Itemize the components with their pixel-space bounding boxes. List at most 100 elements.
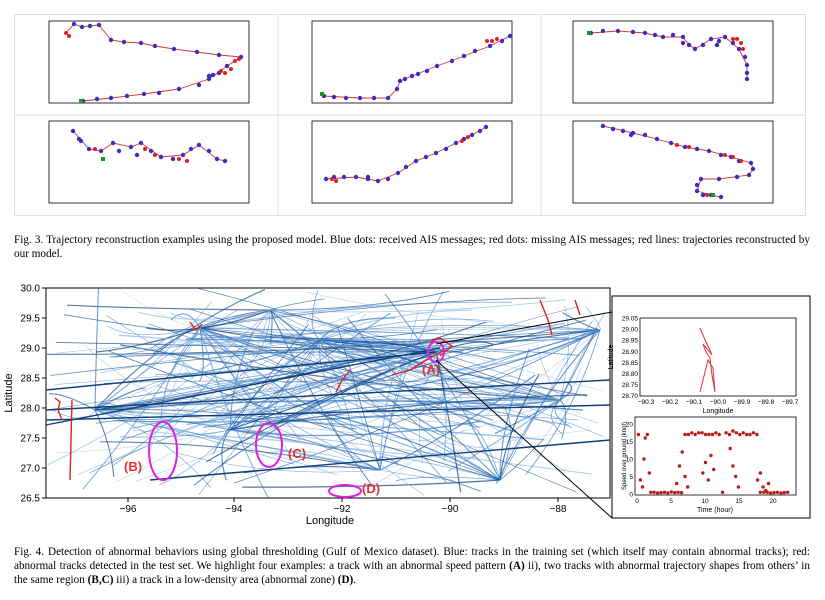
speed-point [744, 432, 749, 437]
speed-point [731, 464, 735, 468]
figure-3-grid [14, 14, 806, 216]
received-dot [323, 176, 329, 182]
training-track [199, 327, 327, 430]
training-track [379, 469, 454, 481]
training-track [378, 374, 501, 481]
training-track [94, 364, 350, 411]
training-track [242, 479, 501, 488]
received-dot [714, 42, 720, 48]
received-dot [365, 174, 371, 180]
received-dot [700, 42, 706, 48]
received-dot [744, 70, 750, 76]
received-dot [385, 95, 391, 101]
training-track [171, 360, 501, 481]
received-dot [158, 154, 164, 160]
received-dot [483, 124, 489, 130]
speed-point [677, 464, 682, 468]
zoom-line-top [435, 311, 613, 345]
received-dot [744, 76, 750, 82]
training-track [54, 329, 601, 385]
received-dot [449, 58, 455, 64]
inset-track-x-tick: −90.3 [638, 399, 655, 406]
y-tick-label: 30.0 [21, 284, 41, 295]
training-track [269, 309, 563, 395]
training-track [148, 323, 501, 481]
missing-dot [223, 71, 227, 75]
received-dot [716, 38, 722, 44]
training-track [499, 438, 545, 481]
received-dot [70, 128, 76, 134]
trajectory-panel [311, 120, 513, 204]
received-dot [110, 140, 116, 146]
speed-point [731, 429, 735, 433]
training-track [435, 351, 447, 461]
speed-point [636, 432, 641, 437]
received-dot [409, 73, 415, 79]
training-track [177, 452, 381, 473]
inset-speed-x-tick: 0 [635, 498, 639, 505]
speed-point [775, 490, 780, 494]
inset-speed-x-tick: 10 [701, 498, 709, 505]
training-track [311, 314, 437, 353]
missing-dot [723, 153, 727, 157]
y-tick-label: 26.5 [21, 494, 41, 505]
received-dot [98, 148, 104, 154]
training-track [156, 385, 381, 471]
speed-point [720, 490, 725, 494]
inset-track-y-tick: 28.95 [622, 338, 639, 345]
x-tick-label: −90 [442, 504, 459, 515]
speed-point [786, 490, 790, 494]
received-dot [394, 86, 400, 92]
speed-point [686, 432, 691, 437]
received-dot [188, 146, 194, 152]
training-track [319, 339, 580, 356]
received-dot [222, 158, 228, 164]
inset-track-x-tick: −90.1 [686, 399, 703, 406]
speed-point [693, 432, 697, 437]
received-dot [94, 96, 100, 102]
speed-point [738, 432, 742, 437]
training-track [272, 339, 321, 415]
speed-point [675, 481, 679, 486]
training-track [499, 320, 593, 481]
speed-point [638, 478, 643, 482]
received-dot [121, 39, 127, 45]
x-tick-label: −94 [226, 504, 243, 515]
training-track [199, 327, 425, 496]
missing-dot [705, 193, 709, 197]
received-dot [734, 174, 740, 180]
received-dot [124, 93, 130, 99]
trajectory-panel [311, 20, 513, 104]
y-tick-label: 27.0 [21, 464, 41, 475]
abnormal-track [335, 369, 351, 393]
speed-point [768, 491, 773, 495]
abnormal-track [69, 399, 73, 481]
received-dot [434, 63, 440, 69]
received-dot [214, 156, 220, 162]
received-dot [86, 146, 92, 152]
training-track [585, 306, 601, 331]
training-track [269, 309, 377, 491]
missing-dot [490, 39, 494, 43]
inset-track-ticks: 29.05 29.00 28.95 28.90 28.85 28.80 28.75 28.70… [622, 316, 799, 407]
received-dot [443, 146, 449, 152]
caption-text: ii), two tracks with abnormal trajectory… [14, 560, 810, 586]
training-track [233, 329, 601, 484]
label-b: (B) [124, 459, 142, 474]
training-track [499, 373, 540, 481]
speed-point [686, 485, 690, 489]
reconstructed-line [590, 30, 748, 79]
training-track [229, 429, 479, 459]
training-track [269, 290, 450, 311]
inset-speed-frame [634, 416, 797, 496]
start-dot [587, 31, 591, 35]
training-track [199, 297, 546, 329]
highlight-d [328, 484, 362, 498]
speed-point [764, 488, 768, 493]
received-dot [461, 53, 467, 59]
x-tick-label: −92 [334, 504, 351, 515]
panel-frame [48, 20, 250, 104]
missing-dot [237, 57, 241, 61]
training-track [120, 344, 561, 401]
missing-dot [177, 157, 181, 161]
